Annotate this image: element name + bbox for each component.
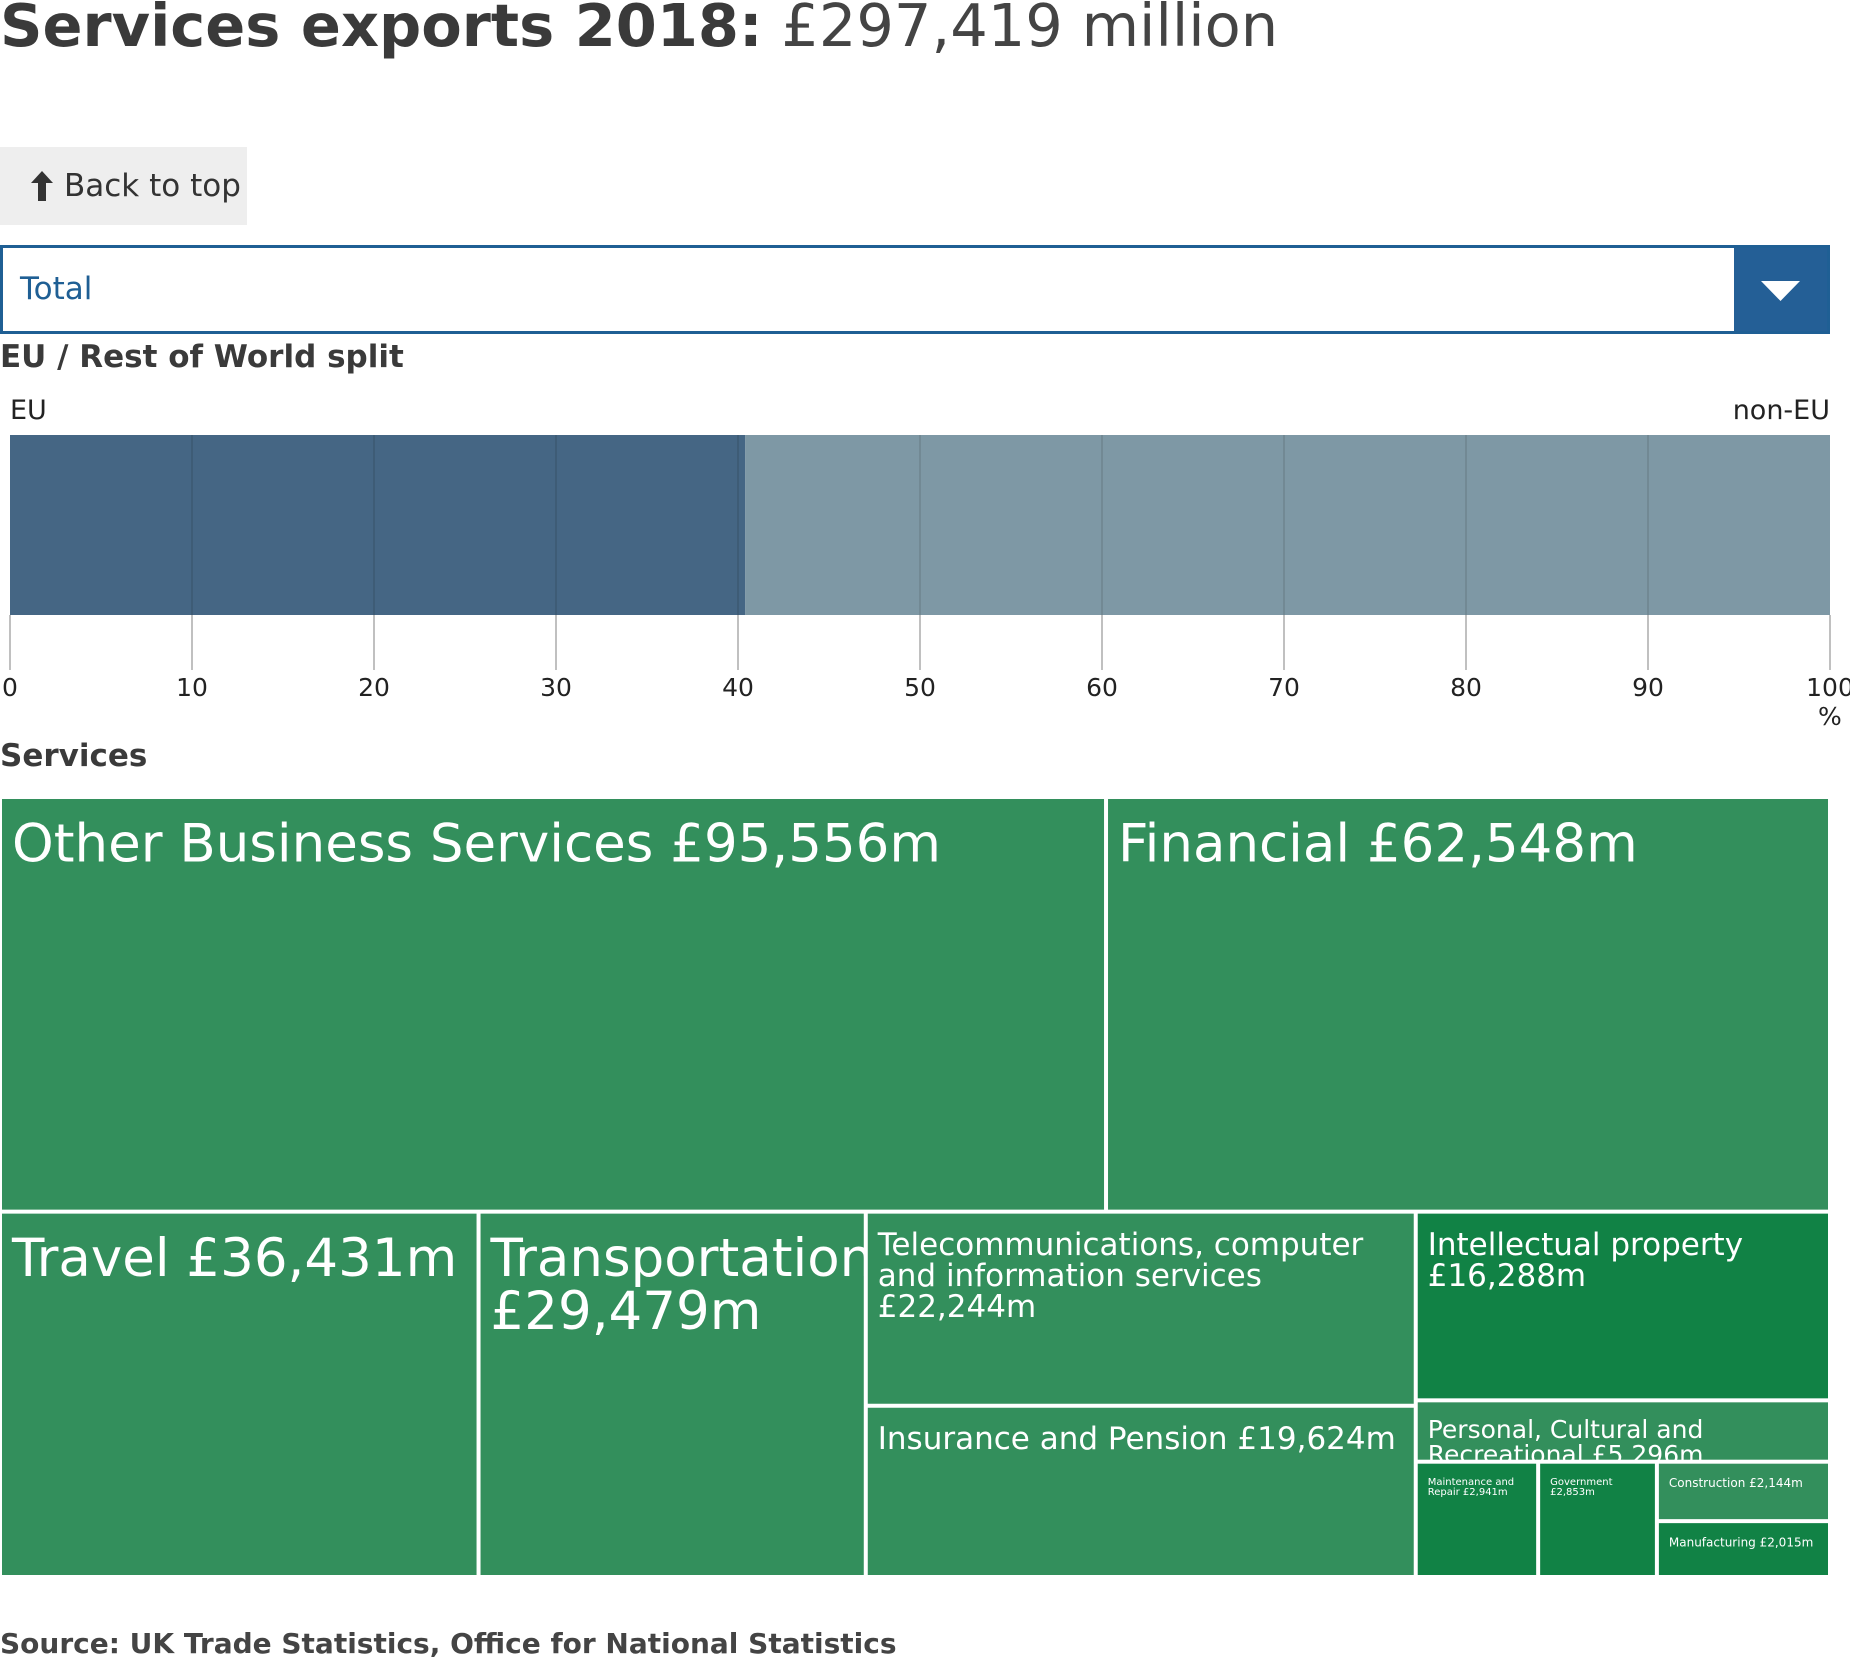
breakdown-select-value: Total [20, 271, 93, 307]
split-section-title: EU / Rest of World split [0, 339, 404, 375]
treemap-cell-insurance-and-pension [867, 1407, 1414, 1575]
page-title-bold: Services exports 2018: [0, 0, 763, 60]
tick-label: 50 [904, 673, 936, 702]
eu-split-chart: 0 10 20 30 40 50 60 70 80 90 100% [2, 435, 1850, 730]
treemap-label-transportation: Transportation £29,479m [490, 1228, 874, 1342]
treemap-cell-intellectual-property [1417, 1213, 1828, 1399]
tick-label: 90 [1632, 673, 1664, 702]
tick-label: 10 [176, 673, 208, 702]
tick-label: 80 [1450, 673, 1482, 702]
tick-label: 100 [1806, 673, 1850, 702]
treemap-cell-personal-cultural-and-recreational [1417, 1402, 1828, 1460]
treemap-label-other-business-services: Other Business Services £95,556m [12, 813, 941, 874]
tick-label: 40 [722, 673, 754, 702]
treemap-cell-manufacturing [1658, 1523, 1828, 1575]
tick-label: 20 [358, 673, 390, 702]
services-treemap: Other Business Services £95,556m Financia… [2, 799, 1828, 1575]
tick-label: 60 [1086, 673, 1118, 702]
arrow-up-icon [30, 170, 54, 202]
bar-eu [10, 435, 746, 615]
bar-non-eu [745, 435, 1830, 615]
back-to-top-button[interactable]: Back to top [0, 147, 247, 225]
treemap-label-manufacturing: Manufacturing £2,015m [1669, 1536, 1813, 1550]
breakdown-select[interactable]: Total [0, 245, 1830, 334]
treemap-label-financial: Financial £62,548m [1118, 813, 1638, 874]
tick-label: 30 [540, 673, 572, 702]
treemap-cell-transportation [480, 1213, 864, 1575]
treemap-cell-travel [2, 1213, 477, 1575]
treemap-cell-telecommunications-computer-and-information-services [867, 1213, 1414, 1404]
treemap-label-insurance-and-pension: Insurance and Pension £19,624m [878, 1421, 1396, 1457]
split-eu-label: EU [10, 395, 47, 426]
source-note: Source: UK Trade Statistics, Office for … [0, 1627, 897, 1660]
split-non-eu-label: non-EU [1732, 395, 1830, 426]
tick-label: 0 [2, 673, 18, 702]
treemap-label-government: Government £2,853m [1550, 1477, 1612, 1498]
page-title-total: £297,419 million [781, 0, 1279, 60]
services-section-title: Services [0, 738, 148, 774]
tick-label: 70 [1268, 673, 1300, 702]
treemap-label-intellectual-property: Intellectual property £16,288m [1428, 1227, 1743, 1294]
caret-down-icon[interactable] [1734, 248, 1827, 331]
treemap-label-travel: Travel £36,431m [11, 1228, 457, 1289]
treemap-cell-maintenance-and-repair [1417, 1463, 1537, 1575]
treemap-label-construction: Construction £2,144m [1669, 1476, 1803, 1490]
treemap-cell-financial [1108, 799, 1828, 1210]
back-to-top-label: Back to top [64, 168, 241, 204]
treemap-label-personal-cultural-and-recreational: Personal, Cultural and Recreational £5,29… [1428, 1415, 1704, 1469]
page-title: Services exports 2018: £297,419 million [0, 0, 1278, 64]
axis-unit: % [1818, 702, 1842, 730]
treemap-cell-construction [1658, 1463, 1828, 1520]
treemap-cell-other-business-services [2, 799, 1105, 1210]
treemap-label-maintenance-and-repair: Maintenance and Repair £2,941m [1428, 1477, 1514, 1498]
treemap-cell-government [1540, 1463, 1655, 1575]
treemap-label-telecommunications-computer-and-information-services: Telecommunications, computer and informat… [877, 1227, 1364, 1325]
